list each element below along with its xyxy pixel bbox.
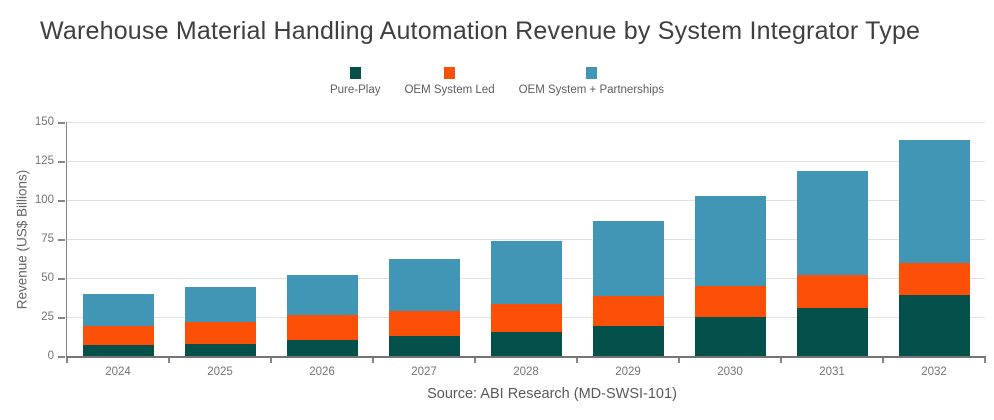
- bar-segment-oem-system-partnerships-2027[interactable]: [388, 259, 460, 311]
- bar-2029: [592, 122, 664, 356]
- y-tick-25: [58, 317, 65, 319]
- bar-segment-oem-system-partnerships-2029[interactable]: [592, 221, 664, 296]
- y-tick-label-75: 75: [41, 233, 54, 245]
- bar-segment-oem-system-partnerships-2026[interactable]: [286, 274, 358, 316]
- bar-segment-pure-play-2030[interactable]: [694, 317, 766, 356]
- bar-segment-oem-system-partnerships-2031[interactable]: [796, 171, 868, 275]
- x-tick-label-2032: 2032: [921, 366, 947, 378]
- legend-item-pure-play[interactable]: Pure-Play: [329, 67, 381, 96]
- bar-segment-oem-system-led-2024[interactable]: [82, 325, 154, 346]
- gridline-125: [67, 161, 985, 162]
- y-tick-125: [58, 161, 65, 163]
- y-tick-label-0: 0: [47, 350, 54, 362]
- y-tick-label-100: 100: [34, 194, 54, 206]
- bar-2031: [796, 122, 868, 356]
- bar-segment-pure-play-2027[interactable]: [388, 335, 460, 356]
- bar-segment-oem-system-partnerships-2025[interactable]: [184, 286, 256, 323]
- y-tick-150: [58, 122, 65, 124]
- x-tick-2: [270, 357, 272, 363]
- bar-segment-oem-system-led-2030[interactable]: [694, 285, 766, 317]
- y-tick-75: [58, 239, 65, 241]
- x-tick-4: [474, 357, 476, 363]
- bar-segment-pure-play-2026[interactable]: [286, 340, 358, 356]
- gridline-150: [67, 122, 985, 123]
- bar-segment-oem-system-led-2027[interactable]: [388, 310, 460, 336]
- bar-2027: [388, 122, 460, 356]
- x-tick-label-2024: 2024: [105, 366, 131, 378]
- bar-segment-pure-play-2029[interactable]: [592, 326, 664, 356]
- x-axis-line: [65, 356, 986, 358]
- bar-segment-oem-system-partnerships-2024[interactable]: [82, 294, 154, 326]
- x-tick-label-2030: 2030: [717, 366, 743, 378]
- x-tick-label-2028: 2028: [513, 366, 539, 378]
- bar-segment-oem-system-led-2032[interactable]: [898, 263, 970, 296]
- legend-item-oem-system-led[interactable]: OEM System Led: [404, 67, 495, 96]
- x-tick-8: [882, 357, 884, 363]
- legend-label: OEM System Led: [404, 84, 495, 96]
- legend-label: Pure-Play: [329, 84, 381, 96]
- y-tick-label-50: 50: [41, 272, 54, 284]
- x-tick-0: [66, 357, 68, 363]
- x-tick-9: [984, 357, 986, 363]
- bar-2028: [490, 122, 562, 356]
- legend-item-oem-system-partnerships[interactable]: OEM System + Partnerships: [519, 67, 664, 96]
- bar-2030: [694, 122, 766, 356]
- bar-segment-oem-system-partnerships-2028[interactable]: [490, 240, 562, 304]
- bar-2032: [898, 122, 970, 356]
- y-tick-50: [58, 278, 65, 280]
- x-tick-label-2026: 2026: [309, 366, 335, 378]
- plot-area: [67, 122, 985, 356]
- x-tick-label-2025: 2025: [207, 366, 233, 378]
- bar-segment-pure-play-2028[interactable]: [490, 331, 562, 356]
- legend-swatch-pure-play: [349, 67, 361, 79]
- bar-2026: [286, 122, 358, 356]
- x-tick-5: [576, 357, 578, 363]
- bar-segment-oem-system-led-2029[interactable]: [592, 295, 664, 327]
- y-tick-0: [58, 356, 65, 358]
- chart-title: Warehouse Material Handling Automation R…: [40, 17, 921, 45]
- bar-2024: [82, 122, 154, 356]
- x-tick-1: [168, 357, 170, 363]
- bar-segment-oem-system-partnerships-2032[interactable]: [898, 139, 970, 264]
- legend-swatch-oem-system-led: [444, 67, 456, 79]
- y-tick-label-25: 25: [41, 311, 54, 323]
- legend-label: OEM System + Partnerships: [518, 84, 665, 96]
- x-tick-7: [780, 357, 782, 363]
- x-tick-label-2031: 2031: [819, 366, 845, 378]
- y-axis-line: [65, 122, 67, 357]
- legend-swatch-oem-system-partnerships: [585, 67, 597, 79]
- bar-segment-pure-play-2031[interactable]: [796, 307, 868, 356]
- y-tick-label-125: 125: [34, 155, 54, 167]
- x-tick-label-2029: 2029: [615, 366, 641, 378]
- legend: Pure-Play OEM System Led OEM System + Part…: [0, 67, 994, 96]
- bar-segment-oem-system-led-2028[interactable]: [490, 303, 562, 332]
- bar-2025: [184, 122, 256, 356]
- x-tick-label-2027: 2027: [411, 366, 437, 378]
- source-note: Source: ABI Research (MD-SWSI-101): [427, 386, 677, 402]
- bar-segment-pure-play-2025[interactable]: [184, 343, 256, 356]
- bar-segment-pure-play-2024[interactable]: [82, 345, 154, 356]
- bar-segment-oem-system-led-2031[interactable]: [796, 274, 868, 308]
- y-tick-100: [58, 200, 65, 202]
- bar-segment-oem-system-partnerships-2030[interactable]: [694, 196, 766, 286]
- gridline-75: [67, 239, 985, 240]
- x-tick-3: [372, 357, 374, 363]
- bar-segment-oem-system-led-2025[interactable]: [184, 322, 256, 344]
- gridline-100: [67, 200, 985, 201]
- bar-segment-oem-system-led-2026[interactable]: [286, 315, 358, 341]
- bar-segment-pure-play-2032[interactable]: [898, 295, 970, 356]
- x-tick-6: [678, 357, 680, 363]
- y-tick-label-150: 150: [34, 116, 54, 128]
